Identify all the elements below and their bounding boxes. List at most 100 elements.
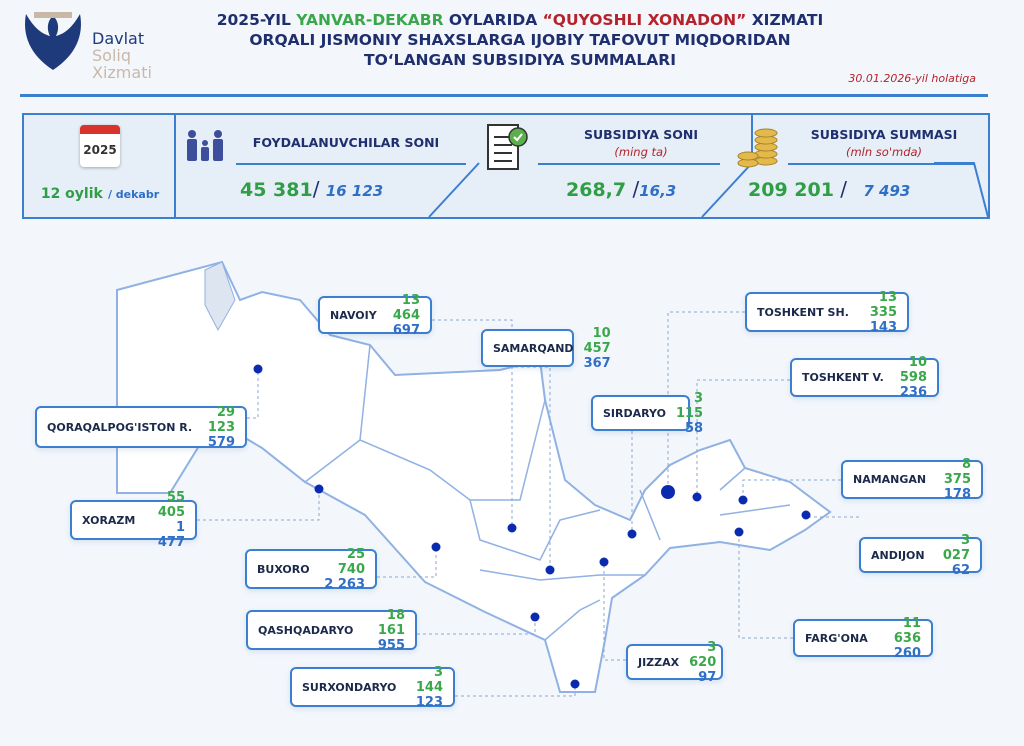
- region-box: XORAZM 55 405 1 477: [70, 490, 197, 550]
- title-part: XIZMATI: [746, 11, 824, 29]
- region-month: 2 263: [324, 576, 365, 592]
- leader-lines: [197, 311, 859, 697]
- region-box: ANDIJON 3 027 62: [859, 533, 982, 578]
- region-box: QASHQADARYO 18 161 955: [246, 607, 417, 653]
- region-total: 29 123: [207, 404, 235, 435]
- region-name: SIRDARYO: [603, 406, 666, 420]
- beneficiaries-cell: FOYDALANUVCHILAR SONI 45 381/ 16 123: [176, 115, 480, 218]
- region-total: 3 144: [415, 664, 443, 695]
- sum-total: 209 201: [748, 179, 834, 201]
- region-name: SAMARQAND: [493, 341, 574, 355]
- region-total: 3 620: [689, 639, 717, 670]
- region-total: 13 335: [869, 289, 897, 320]
- divider-slant: [428, 162, 480, 218]
- logo-line1: Davlat: [92, 29, 145, 48]
- coins-icon: [737, 128, 778, 168]
- region-total: 18 161: [377, 607, 405, 638]
- region-name: NAVOIY: [330, 308, 377, 322]
- logo-line3: Xizmati: [92, 63, 152, 82]
- region-dots: [253, 364, 811, 689]
- page-title: 2025-YIL YANVAR-DEKABR OYLARIDA “QUYOSHL…: [180, 10, 860, 70]
- country-outline: [116, 260, 832, 693]
- region-name: SURXONDARYO: [302, 680, 397, 694]
- region-name: BUXORO: [257, 562, 310, 576]
- region-total: 25 740: [337, 546, 365, 577]
- sum-cell: SUBSIDIYA SUMMASI (mln so'mda) 209 201 /…: [736, 115, 990, 218]
- divider-slant: [934, 162, 989, 218]
- beneficiaries-label: FOYDALANUVCHILAR SONI: [252, 135, 440, 150]
- region-month: 97: [698, 669, 717, 685]
- title-period: YANVAR-DEKABR: [296, 11, 444, 29]
- region-total: 55 405: [157, 490, 185, 520]
- region-name: TOSHKENT V.: [802, 371, 884, 384]
- as-of-date: 30.01.2026-yil holatiga: [848, 72, 976, 85]
- count-month: 16,3: [639, 182, 677, 200]
- region-box: NAMANGAN 8 375 178: [841, 457, 983, 502]
- period-month: / dekabr: [107, 188, 160, 201]
- beneficiaries-month: 16 123: [325, 182, 384, 200]
- region-box: TOSHKENT SH. 13 335 143: [745, 289, 909, 335]
- title-line2: ORQALI JISMONIY SHAXSLARGA IJOBIY TAFOVU…: [249, 31, 791, 49]
- region-total: 10 457: [583, 325, 611, 356]
- count-total: 268,7: [566, 179, 627, 201]
- region-name: NAMANGAN: [853, 473, 927, 486]
- region-name: FARG'ONA: [805, 631, 868, 645]
- region-box: SURXONDARYO 3 144 123: [290, 664, 455, 710]
- title-part: OYLARIDA: [443, 11, 543, 29]
- logo-text: Davlat Soliq Xizmati: [92, 30, 152, 81]
- region-box: FARG'ONA 11 636 260: [793, 615, 933, 661]
- region-month: 367: [583, 355, 611, 371]
- region-name: JIZZAX: [638, 655, 680, 669]
- region-box: JIZZAX 3 620 97: [626, 640, 723, 685]
- region-total: 10 598: [899, 355, 927, 385]
- region-month: 58: [684, 420, 704, 436]
- count-cell: SUBSIDIYA SONI (ming ta) 268,7 /16,3: [476, 115, 753, 218]
- sum-unit: (mln so'mda): [845, 145, 923, 159]
- sum-month: 7 493: [863, 182, 911, 200]
- region-month: 697: [392, 322, 420, 338]
- region-month: 178: [943, 487, 971, 502]
- region-box: NAVOIY 13 464 697: [318, 292, 432, 338]
- logo-emblem-icon: [25, 12, 81, 70]
- region-box: BUXORO 25 740 2 263: [245, 546, 377, 592]
- region-total: 11 636: [893, 615, 921, 646]
- region-month: 143: [869, 319, 897, 335]
- aral-sea: [204, 261, 236, 332]
- stats-panel: 2025 12 oylik / dekabr FOYDALANUVCHILAR …: [22, 113, 990, 219]
- region-month: 62: [951, 562, 970, 578]
- region-total: 13 464: [392, 292, 420, 323]
- region-box: SIRDARYO 3 115 58: [591, 391, 703, 436]
- region-name: QASHQADARYO: [258, 623, 354, 637]
- sum-label: SUBSIDIYA SUMMASI: [810, 127, 958, 142]
- region-month: 260: [893, 645, 921, 661]
- region-total: 3 027: [942, 532, 970, 563]
- region-month: 123: [415, 694, 443, 710]
- region-total: 3 115: [675, 390, 704, 421]
- divider: [20, 94, 988, 97]
- calendar-icon: 2025: [80, 125, 120, 167]
- beneficiaries-total: 45 381: [240, 179, 313, 201]
- region-month: 1 477: [157, 520, 185, 550]
- period-cell: 2025 12 oylik / dekabr: [24, 115, 176, 217]
- region-month: 579: [207, 434, 235, 450]
- region-month: 955: [377, 637, 405, 653]
- title-line3: TO‘LANGAN SUBSIDIYA SUMMALARI: [364, 51, 676, 69]
- family-icon: [187, 130, 223, 161]
- year-label: 2025: [83, 143, 117, 157]
- region-box: QORAQALPOG'ISTON R. 29 123 579: [35, 404, 247, 450]
- title-part: 2025-YIL: [216, 11, 297, 29]
- logo-line2: Soliq: [92, 46, 131, 65]
- region-box: TOSHKENT V. 10 598 236: [790, 355, 939, 400]
- region-total: 8 375: [943, 457, 971, 487]
- region-month: 236: [899, 385, 927, 400]
- region-box: SAMARQAND 10 457 367: [481, 326, 611, 371]
- count-unit: (ming ta): [614, 145, 668, 159]
- region-name: XORAZM: [82, 513, 136, 527]
- document-check-icon: [487, 124, 528, 170]
- region-name: ANDIJON: [871, 548, 925, 562]
- period-total: 12 oylik: [40, 186, 103, 202]
- count-label: SUBSIDIYA SONI: [584, 127, 698, 142]
- title-service: “QUYOSHLI XONADON”: [542, 11, 747, 29]
- region-borders: [304, 344, 791, 641]
